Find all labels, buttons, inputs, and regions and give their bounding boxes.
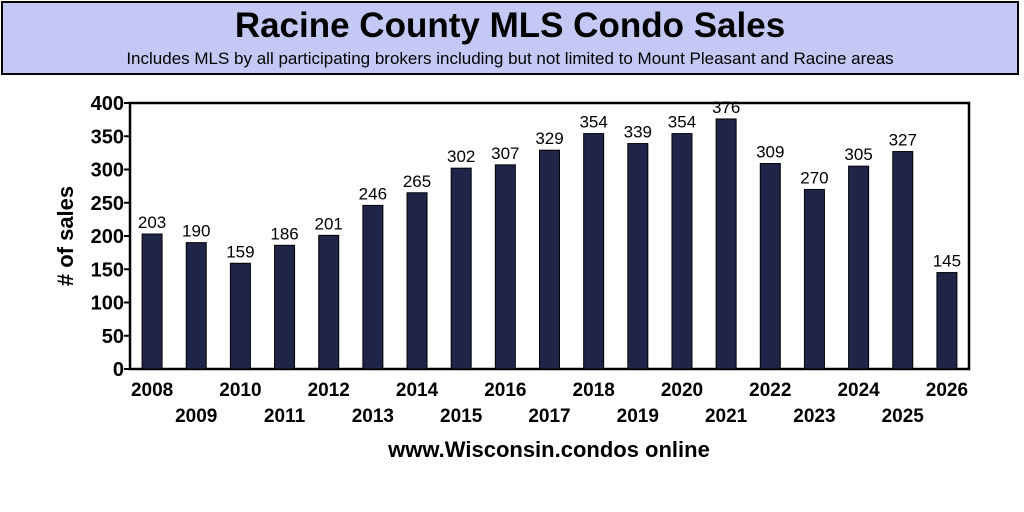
- bar: [539, 149, 560, 370]
- x-tick-label: 2010: [219, 380, 261, 401]
- title-banner: Racine County MLS Condo Sales Includes M…: [1, 1, 1019, 75]
- x-tick-label: 2022: [749, 380, 791, 401]
- data-label: 376: [712, 98, 740, 117]
- bar: [671, 133, 693, 370]
- x-tick-label: 2008: [131, 380, 173, 401]
- bar: [803, 188, 825, 370]
- y-tick-label: 300: [91, 160, 124, 182]
- data-label: 145: [933, 252, 961, 271]
- data-label: 190: [182, 222, 210, 241]
- bar: [185, 242, 207, 370]
- data-label: 354: [668, 113, 696, 132]
- data-label: 246: [359, 184, 387, 203]
- y-tick-label: 400: [91, 93, 124, 115]
- data-label: 270: [800, 168, 828, 187]
- bar: [848, 165, 870, 370]
- data-label: 309: [756, 143, 784, 162]
- y-tick-label: 100: [91, 293, 124, 315]
- bar: [715, 118, 737, 370]
- x-tick-label: 2012: [308, 380, 350, 401]
- x-tick-label: 2023: [793, 406, 835, 427]
- x-tick-label: 2009: [175, 406, 217, 427]
- y-tick-label: 350: [91, 126, 124, 148]
- y-tick-label: 250: [91, 193, 124, 215]
- bar: [450, 167, 472, 370]
- x-tick-label: 2015: [440, 406, 483, 427]
- y-tick-label: 200: [91, 226, 124, 248]
- x-axis-title: www.Wisconsin.condos online: [387, 437, 710, 462]
- bar: [229, 262, 251, 370]
- data-label: 201: [315, 214, 343, 233]
- data-label: 265: [403, 172, 431, 191]
- x-tick-label: 2017: [528, 406, 570, 427]
- bar: [583, 133, 605, 370]
- data-label: 327: [889, 131, 917, 150]
- x-tick-label: 2018: [573, 380, 615, 401]
- data-label: 186: [270, 224, 298, 243]
- bar: [141, 233, 163, 370]
- data-label: 302: [447, 147, 475, 166]
- bar: [406, 192, 428, 370]
- x-tick-label: 2013: [352, 406, 394, 427]
- x-tick-label: 2026: [926, 380, 968, 401]
- data-label: 203: [138, 213, 166, 232]
- chart-title: Racine County MLS Condo Sales: [234, 6, 786, 45]
- y-tick-label: 150: [91, 259, 124, 281]
- x-tick-label: 2020: [661, 380, 703, 401]
- x-tick-label: 2011: [264, 406, 306, 427]
- x-tick-label: 2024: [837, 380, 880, 401]
- bar: [494, 164, 516, 370]
- data-label: 329: [535, 129, 563, 148]
- x-tick-label: 2021: [705, 406, 748, 427]
- bar: [362, 204, 384, 370]
- x-tick-label: 2019: [617, 406, 659, 427]
- x-tick-label: 2025: [882, 406, 925, 427]
- data-label: 339: [624, 123, 652, 142]
- x-tick-label: 2016: [484, 380, 526, 401]
- data-label: 354: [579, 113, 607, 132]
- y-axis-title: # of sales: [53, 186, 78, 286]
- bar: [627, 143, 649, 370]
- bar: [936, 272, 958, 370]
- bar: [274, 244, 296, 370]
- data-label: 159: [226, 242, 254, 261]
- y-tick-label: 0: [113, 359, 124, 381]
- bar: [759, 163, 781, 370]
- data-label: 307: [491, 144, 519, 163]
- bar: [892, 151, 914, 370]
- data-label: 305: [844, 145, 872, 164]
- bar: [318, 234, 340, 370]
- y-tick-label: 50: [102, 326, 124, 348]
- chart-subtitle: Includes MLS by all participating broker…: [126, 49, 894, 68]
- x-tick-label: 2014: [396, 380, 439, 401]
